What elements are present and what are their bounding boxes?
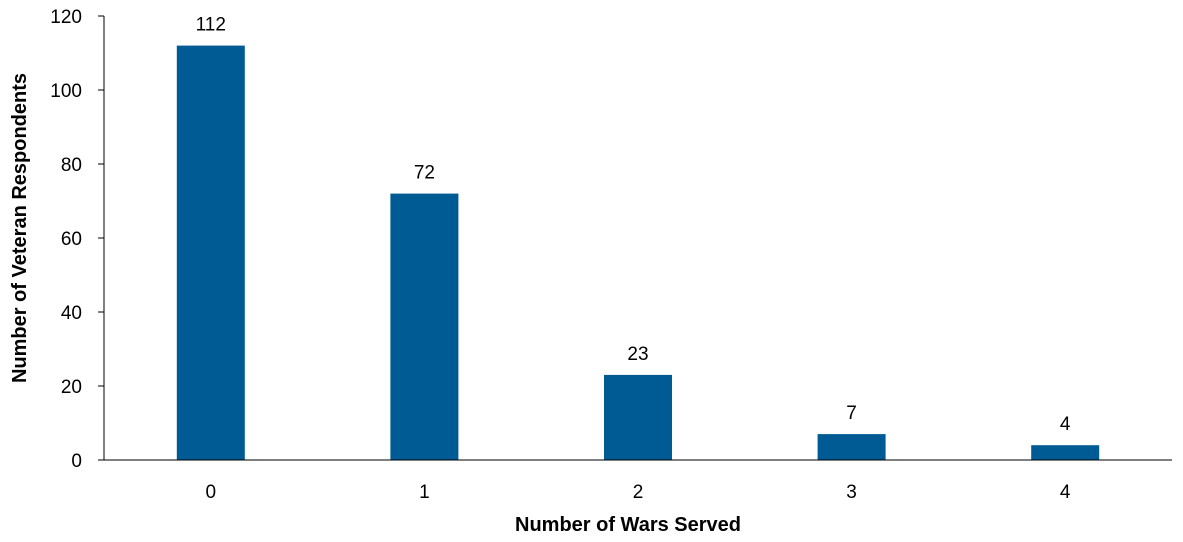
y-axis-title: Number of Veteran Respondents: [9, 73, 31, 383]
data-label-1: 72: [414, 163, 435, 184]
x-tick-label-4: 4: [1060, 482, 1071, 503]
data-label-3: 7: [846, 403, 857, 424]
data-labels-group: 112 72 23 7 4: [196, 15, 1071, 436]
data-label-4: 4: [1060, 414, 1071, 435]
x-tick-label-0: 0: [206, 482, 217, 503]
y-tick-label: 80: [61, 155, 82, 176]
y-tick-label: 100: [50, 81, 82, 102]
bar-3: [817, 434, 886, 460]
data-label-0: 112: [196, 15, 226, 36]
y-ticks-group: 0 20 40 60 80 100 120: [50, 7, 104, 472]
x-tick-label-1: 1: [419, 482, 430, 503]
x-tick-label-3: 3: [846, 482, 857, 503]
bar-4: [1031, 445, 1100, 460]
x-tick-label-2: 2: [633, 482, 644, 503]
y-tick-label: 60: [61, 229, 82, 250]
x-axis-title: Number of Wars Served: [515, 514, 741, 536]
bar-1: [390, 193, 459, 460]
y-tick-label: 40: [61, 303, 82, 324]
y-tick-label: 0: [71, 451, 82, 472]
bar-0: [176, 45, 245, 460]
y-tick-label: 20: [61, 377, 82, 398]
y-tick-label: 120: [50, 7, 82, 28]
bar-2: [604, 374, 672, 460]
data-label-2: 23: [627, 344, 648, 365]
x-ticks-group: 0 1 2 3 4: [206, 482, 1071, 503]
bars-group: [176, 45, 1100, 460]
